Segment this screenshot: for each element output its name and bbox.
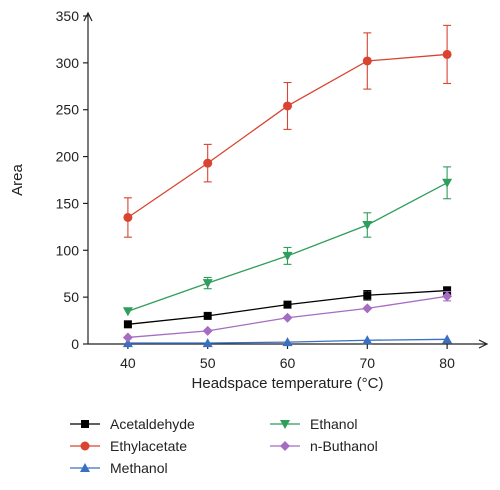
y-tick-label: 200 [56, 149, 80, 165]
data-point [443, 286, 452, 295]
data-point [282, 251, 293, 261]
data-point [442, 49, 452, 59]
data-point [202, 325, 213, 336]
legend-label: Acetaldehyde [110, 416, 195, 432]
y-tick-label: 150 [56, 195, 80, 211]
legend-item: Methanol [70, 460, 168, 476]
y-tick-label: 350 [56, 8, 80, 24]
legend-item: Acetaldehyde [70, 416, 195, 432]
legend-label: Ethylacetate [110, 438, 187, 454]
legend-marker [80, 463, 90, 472]
data-point [122, 307, 133, 317]
x-tick-label: 70 [360, 355, 376, 371]
data-point [122, 338, 133, 348]
legend-marker [280, 441, 290, 451]
data-point [202, 338, 213, 348]
y-tick-label: 250 [56, 102, 80, 118]
data-point [282, 312, 293, 323]
data-point [362, 335, 373, 345]
data-point [362, 220, 373, 230]
legend: Acetaldehyde Ethylacetate Methanol Ethanol n… [70, 416, 378, 476]
data-point [442, 334, 453, 344]
legend-item: n-Buthanol [270, 438, 378, 454]
data-point [203, 158, 213, 168]
data-point [202, 279, 213, 289]
y-tick-label: 300 [56, 55, 80, 71]
data-point [123, 212, 133, 222]
series-n-buthanol [122, 290, 453, 343]
legend-item: Ethanol [270, 416, 357, 432]
series-ethanol [122, 166, 453, 317]
legend-marker [80, 441, 90, 451]
legend-marker [81, 420, 89, 428]
axes: 0 50 100 150 200 250 300 350 40 50 60 70 80 [56, 8, 489, 371]
data-point [363, 291, 372, 300]
data-point [123, 320, 132, 329]
series-line [127, 53, 448, 219]
y-tick-label: 50 [63, 289, 79, 305]
data-point [203, 311, 212, 320]
data-point [362, 56, 372, 66]
legend-label: Methanol [110, 460, 168, 476]
legend-label: Ethanol [310, 416, 357, 432]
legend-marker [280, 420, 290, 429]
legend-label: n-Buthanol [310, 438, 378, 454]
series-layer [122, 24, 453, 348]
data-point [283, 101, 292, 111]
y-axis-arrow [83, 11, 93, 22]
data-point [283, 300, 292, 309]
x-tick-label: 60 [280, 355, 296, 371]
y-tick-label: 0 [71, 336, 79, 352]
data-point [282, 337, 293, 347]
series-ethylacetate [123, 24, 452, 238]
data-point [122, 332, 133, 343]
x-tick-label: 80 [439, 355, 455, 371]
data-point [362, 303, 373, 314]
x-axis-label: Headspace temperature (°C) [192, 375, 384, 392]
x-axis-arrow [478, 339, 489, 349]
x-tick-label: 40 [120, 355, 136, 371]
y-tick-label: 100 [56, 242, 80, 258]
x-tick-label: 50 [200, 355, 216, 371]
data-point [442, 291, 453, 302]
legend-item: Ethylacetate [70, 438, 187, 454]
series-methanol [122, 334, 453, 348]
data-point [442, 178, 453, 188]
y-axis-label: Area [9, 164, 26, 196]
